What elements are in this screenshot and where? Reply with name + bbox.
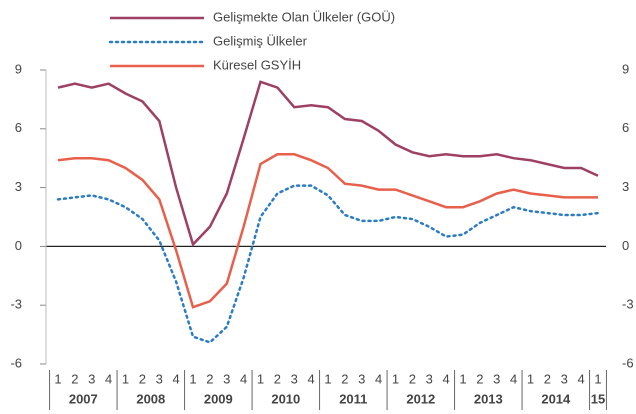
series-line bbox=[56, 184, 600, 344]
year-label: 2013 bbox=[474, 391, 503, 406]
legend-label: Küresel GSYİH bbox=[213, 57, 301, 72]
x-tick-label: 2 bbox=[544, 371, 551, 386]
x-tick-label: 3 bbox=[88, 371, 95, 386]
x-tick-label: 1 bbox=[122, 371, 129, 386]
year-label: 15 bbox=[591, 391, 605, 406]
year-label: 2011 bbox=[339, 391, 367, 406]
x-tick-label: 1 bbox=[324, 371, 331, 386]
y-tick-label: 0 bbox=[15, 238, 22, 253]
x-tick-label: 4 bbox=[375, 371, 382, 386]
y-tick-label: -3 bbox=[10, 297, 22, 312]
legend-label: Gelişmekte Olan Ülkeler (GOÜ) bbox=[213, 9, 395, 24]
x-tick-label: 2 bbox=[274, 371, 281, 386]
x-tick-label: 3 bbox=[561, 371, 568, 386]
year-label: 2014 bbox=[541, 391, 571, 406]
x-tick-label: 4 bbox=[443, 371, 450, 386]
x-tick-label: 4 bbox=[578, 371, 585, 386]
x-tick-label: 2 bbox=[341, 371, 348, 386]
x-tick-label: 3 bbox=[493, 371, 500, 386]
x-tick-label: 3 bbox=[156, 371, 163, 386]
year-label: 2010 bbox=[271, 391, 300, 406]
x-tick-label: 1 bbox=[459, 371, 466, 386]
x-tick-label: 2 bbox=[139, 371, 146, 386]
year-label: 2008 bbox=[136, 391, 165, 406]
x-tick-label: 4 bbox=[308, 371, 315, 386]
x-tick-label: 3 bbox=[223, 371, 230, 386]
x-tick-label: 4 bbox=[173, 371, 180, 386]
year-label: 2012 bbox=[406, 391, 435, 406]
x-tick-label: 4 bbox=[510, 371, 517, 386]
y2-tick-label: 3 bbox=[622, 179, 629, 194]
x-tick-label: 4 bbox=[240, 371, 247, 386]
x-tick-label: 1 bbox=[527, 371, 534, 386]
x-tick-label: 2 bbox=[71, 371, 78, 386]
y-tick-label: 3 bbox=[15, 179, 22, 194]
series-line bbox=[57, 80, 599, 247]
y2-tick-label: -3 bbox=[622, 297, 634, 312]
year-label: 2007 bbox=[69, 391, 98, 406]
y-tick-label: 6 bbox=[15, 120, 22, 135]
y-tick-label: -6 bbox=[10, 355, 22, 370]
x-tick-label: 4 bbox=[105, 371, 112, 386]
x-tick-label: 1 bbox=[189, 371, 196, 386]
y2-tick-label: 6 bbox=[622, 120, 629, 135]
x-tick-label: 1 bbox=[392, 371, 399, 386]
x-tick-label: 2 bbox=[206, 371, 213, 386]
x-tick-label: 2 bbox=[476, 371, 483, 386]
x-tick-label: 1 bbox=[54, 371, 61, 386]
x-tick-label: 1 bbox=[594, 371, 601, 386]
x-tick-label: 3 bbox=[291, 371, 298, 386]
x-tick-label: 3 bbox=[426, 371, 433, 386]
year-label: 2009 bbox=[204, 391, 233, 406]
x-tick-label: 3 bbox=[358, 371, 365, 386]
x-tick-label: 1 bbox=[257, 371, 264, 386]
y2-tick-label: 0 bbox=[622, 238, 629, 253]
y2-tick-label: -6 bbox=[622, 355, 634, 370]
y2-tick-label: 9 bbox=[622, 61, 629, 76]
legend-label: Gelişmiş Ülkeler bbox=[213, 33, 308, 48]
y-tick-label: 9 bbox=[15, 61, 22, 76]
x-tick-label: 2 bbox=[409, 371, 416, 386]
series-line bbox=[57, 153, 598, 309]
